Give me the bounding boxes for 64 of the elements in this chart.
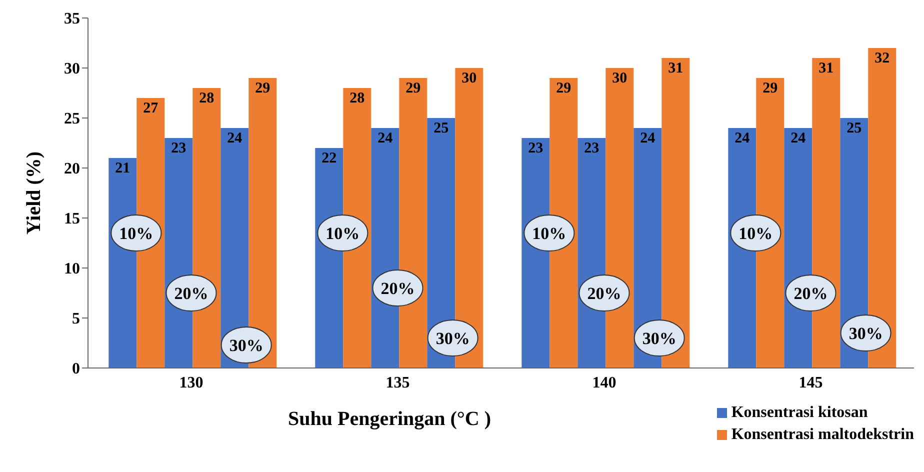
data-label: 29 [556,80,572,97]
data-label: 23 [584,140,600,157]
y-tick-label: 10 [64,260,80,278]
ellipse-label: 20% [578,274,630,312]
ellipse-label: 10% [524,214,575,252]
y-tick-label: 35 [64,10,80,28]
legend-label: Konsentrasi maltodekstrin [731,426,914,444]
annotation: 10% [532,224,566,243]
x-tick-label: 135 [386,374,410,392]
y-tick-label: 5 [72,310,80,328]
ellipse-label: 20% [785,274,836,312]
x-tick-label: 140 [592,374,616,392]
data-label: 28 [350,90,365,107]
data-label: 30 [462,70,477,87]
data-label: 31 [668,60,684,77]
data-label: 32 [874,50,890,67]
ellipse-label: 20% [372,270,424,306]
data-label: 22 [322,150,337,167]
annotation: 20% [587,284,622,303]
ellipse-label: 30% [220,326,272,364]
ellipse-label: 30% [634,320,685,356]
y-tick-label: 30 [64,60,80,78]
annotation: 30% [642,329,676,348]
legend-label: Konsentrasi kitosan [731,404,868,422]
ellipse-label: 10% [730,214,782,252]
annotation: 20% [794,284,828,303]
data-label: 29 [406,80,421,97]
data-label: 24 [378,130,394,147]
ellipse-label: 10% [110,214,162,252]
y-axis-title: Yield (%) [23,151,46,235]
data-label: 29 [255,80,270,97]
ellipse-label: 30% [840,314,892,352]
annotation: 30% [436,329,470,348]
data-label: 25 [846,120,862,137]
ellipse-label: 30% [427,320,478,356]
data-label: 23 [528,140,544,157]
y-tick-label: 15 [64,210,80,228]
data-label: 27 [143,100,159,117]
annotation: 10% [738,224,773,243]
y-tick-label: 20 [64,160,80,178]
ellipse-label: 10% [317,214,368,252]
ellipse-label: 20% [166,274,217,312]
annotation: 10% [326,224,360,243]
data-label: 23 [171,140,186,157]
x-tick-label: 145 [798,374,823,392]
y-tick-label: 25 [64,110,80,128]
y-tick-label: 0 [72,360,80,378]
data-label: 29 [762,80,778,97]
annotation: 30% [229,336,264,355]
annotation: 10% [119,224,154,243]
data-label: 24 [640,130,656,147]
data-label: 24 [734,130,750,147]
data-label: 24 [227,130,243,147]
x-tick-label: 130 [179,374,204,392]
data-label: 24 [790,130,806,147]
annotation: 30% [848,324,883,343]
data-label: 31 [818,60,834,77]
data-label: 21 [115,160,130,177]
annotation: 20% [174,284,208,303]
data-label: 25 [434,120,449,137]
data-label: 28 [199,90,214,107]
x-axis-title: Suhu Pengeringan (°C ) [288,408,492,431]
data-label: 30 [612,70,628,87]
annotation: 20% [380,279,415,298]
